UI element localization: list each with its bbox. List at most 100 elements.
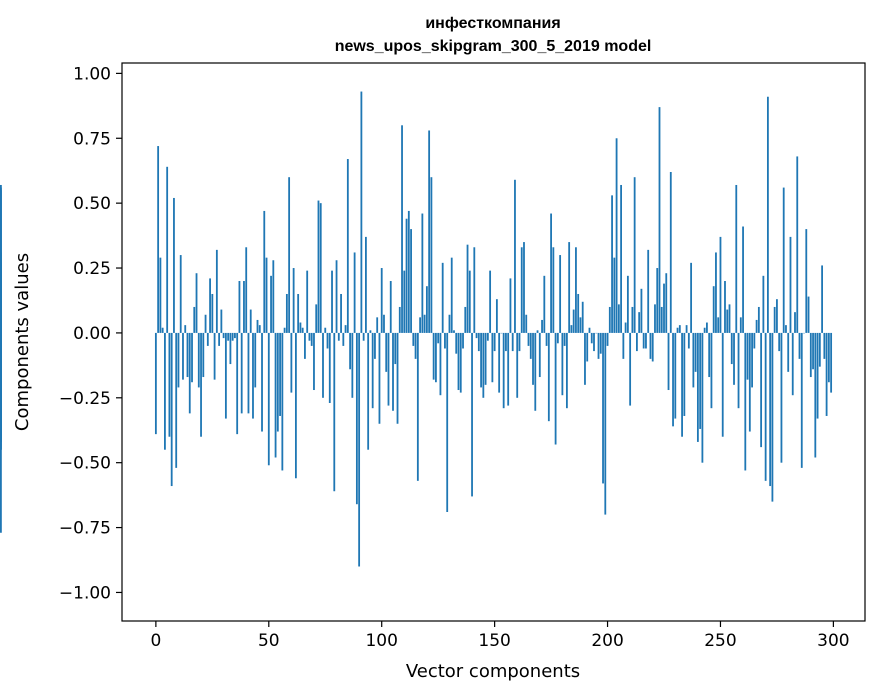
bar	[462, 332, 464, 349]
bar	[757, 306, 760, 333]
bar	[685, 325, 688, 333]
bar	[166, 166, 169, 333]
bar	[624, 322, 627, 333]
bar	[638, 312, 641, 333]
y-tick-label: −0.75	[59, 519, 111, 539]
x-axis-label: Vector components	[406, 661, 580, 682]
bar	[270, 275, 272, 333]
bar	[568, 242, 571, 333]
bar	[486, 332, 489, 341]
bar	[525, 314, 528, 333]
bar	[541, 319, 543, 333]
bar	[288, 177, 291, 333]
x-tick-label: 100	[365, 631, 397, 651]
bar	[495, 299, 498, 333]
bar	[640, 288, 643, 333]
bar	[231, 332, 234, 341]
y-axis: 1.00 0.75 0.50 0.25 0.00 −0.25 −0.50 −0.75 −1.00	[59, 64, 122, 603]
bar	[0, 332, 2, 533]
x-axis: 0 50 100 150 200 250 300	[150, 621, 850, 651]
bar	[529, 332, 532, 359]
bar	[626, 275, 629, 333]
bar	[532, 332, 534, 385]
bar	[712, 286, 715, 333]
bar	[552, 247, 555, 333]
bar	[726, 309, 729, 333]
bar	[164, 332, 166, 450]
bar	[177, 332, 180, 388]
y-tick-label: 0.50	[73, 194, 111, 214]
bar	[274, 332, 277, 458]
bar	[606, 332, 609, 346]
bar	[200, 332, 202, 437]
bar	[414, 332, 417, 359]
bar	[703, 327, 706, 333]
bar	[798, 332, 801, 359]
bar	[324, 327, 327, 333]
bar	[446, 332, 449, 512]
bar	[328, 332, 331, 403]
x-tick-label: 250	[704, 631, 736, 651]
bar	[254, 332, 257, 388]
bar	[229, 332, 232, 365]
bars	[0, 91, 833, 567]
bar	[215, 249, 218, 333]
bar	[642, 332, 645, 349]
bar	[333, 332, 336, 492]
bar	[193, 306, 196, 333]
bar	[559, 255, 562, 333]
bar	[593, 332, 595, 352]
bar	[218, 332, 221, 346]
bar	[721, 332, 724, 437]
bar	[674, 332, 677, 419]
bar	[588, 327, 591, 333]
chart-subtitle: news_upos_skipgram_300_5_2019 model	[335, 38, 652, 55]
bar	[604, 332, 607, 515]
bar	[383, 314, 385, 333]
bar	[692, 332, 695, 388]
bar	[204, 314, 207, 333]
bar	[796, 156, 799, 333]
bar	[437, 332, 440, 344]
bar	[699, 332, 702, 429]
bar	[584, 332, 586, 385]
bar	[543, 275, 546, 333]
bar	[238, 281, 241, 333]
bar	[516, 332, 519, 398]
bar	[256, 319, 259, 333]
bar	[737, 332, 740, 409]
bar	[717, 317, 720, 333]
bar	[0, 262, 2, 333]
bar	[191, 332, 193, 383]
bar	[209, 278, 211, 333]
bar	[660, 306, 663, 333]
bar	[272, 260, 275, 333]
bar	[281, 332, 284, 471]
bar	[396, 332, 399, 424]
bar	[378, 332, 381, 424]
bar	[346, 159, 349, 333]
bar	[780, 332, 783, 463]
bar	[636, 332, 638, 352]
bar	[360, 91, 363, 333]
bar	[563, 332, 566, 346]
bar	[678, 325, 681, 333]
bar	[800, 332, 803, 468]
bar	[267, 332, 270, 466]
bar	[787, 332, 790, 372]
bar	[575, 247, 577, 333]
bar	[466, 244, 469, 333]
bar	[179, 255, 182, 333]
bar	[358, 332, 361, 567]
bar	[629, 332, 632, 406]
bar	[380, 268, 383, 333]
bar	[645, 332, 647, 349]
bar	[202, 332, 205, 378]
bar	[351, 332, 354, 398]
bar	[565, 332, 568, 409]
bar	[0, 190, 2, 333]
bar	[471, 332, 473, 497]
bar	[830, 332, 833, 393]
bar	[812, 332, 814, 370]
